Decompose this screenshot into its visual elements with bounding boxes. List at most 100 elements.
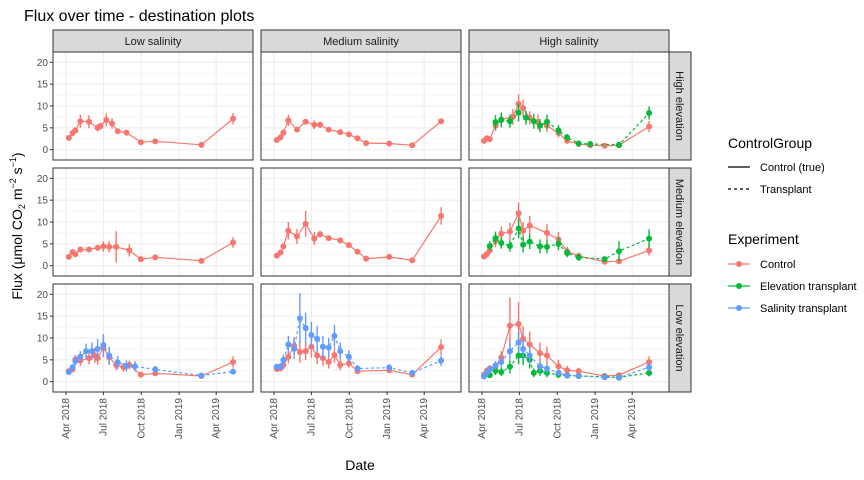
data-point bbox=[293, 126, 300, 133]
y-tick-label: 10 bbox=[37, 102, 49, 113]
y-tick-label: 15 bbox=[37, 80, 49, 91]
legend-title-experiment: Experiment bbox=[728, 231, 799, 247]
data-point bbox=[616, 374, 623, 381]
facet-col-label: High salinity bbox=[539, 36, 599, 48]
legend-key-point bbox=[736, 261, 742, 267]
panel-data bbox=[65, 231, 237, 264]
data-point bbox=[492, 235, 499, 242]
x-tick-label: Apr 2019 bbox=[627, 398, 638, 439]
data-point bbox=[137, 256, 144, 263]
legend-key-point bbox=[736, 305, 742, 311]
data-point bbox=[325, 344, 332, 351]
y-tick-label: 5 bbox=[42, 239, 48, 250]
y-tick-label: 0 bbox=[42, 261, 48, 272]
y-tick-label: 10 bbox=[37, 334, 49, 345]
data-point bbox=[386, 364, 393, 371]
data-point bbox=[616, 248, 623, 255]
data-point bbox=[543, 229, 550, 236]
x-tick-label: Oct 2018 bbox=[344, 398, 355, 439]
data-point bbox=[109, 120, 116, 127]
data-point bbox=[314, 335, 321, 342]
data-point bbox=[137, 139, 144, 146]
data-point bbox=[515, 225, 522, 232]
legend-color-items: Control Elevation transplant Salinity tran… bbox=[728, 259, 857, 315]
data-point bbox=[331, 352, 338, 359]
data-point bbox=[530, 118, 537, 125]
data-point bbox=[409, 257, 416, 264]
data-point bbox=[575, 254, 582, 261]
data-point bbox=[100, 243, 107, 250]
x-tick-label: Apr 2018 bbox=[269, 398, 280, 439]
data-point bbox=[409, 142, 416, 149]
data-point bbox=[386, 253, 393, 260]
data-point bbox=[543, 365, 550, 372]
data-point bbox=[354, 248, 361, 255]
data-point bbox=[198, 141, 205, 148]
x-tick-label: Apr 2018 bbox=[477, 398, 488, 439]
data-point bbox=[277, 134, 284, 141]
data-point bbox=[277, 249, 284, 256]
legend-label-control-true: Control (true) bbox=[760, 162, 825, 174]
panel-border bbox=[468, 167, 670, 277]
data-point bbox=[564, 249, 571, 256]
data-point bbox=[601, 374, 608, 381]
data-point bbox=[526, 352, 533, 359]
data-point bbox=[492, 367, 499, 374]
data-point bbox=[646, 359, 653, 365]
data-point bbox=[536, 122, 543, 129]
data-point bbox=[280, 356, 287, 363]
x-tick-label: Oct 2018 bbox=[136, 398, 147, 439]
panel-border bbox=[260, 283, 462, 393]
data-point bbox=[198, 372, 205, 379]
data-point bbox=[311, 235, 318, 242]
data-point bbox=[345, 131, 352, 138]
data-point bbox=[302, 220, 309, 227]
data-point bbox=[506, 118, 513, 125]
data-point bbox=[85, 118, 92, 125]
data-point bbox=[520, 345, 527, 352]
data-point bbox=[317, 231, 324, 238]
data-point bbox=[526, 238, 533, 245]
data-point bbox=[83, 348, 90, 355]
x-axis-title: Date bbox=[345, 457, 375, 473]
data-point bbox=[498, 116, 505, 123]
data-point bbox=[498, 239, 505, 246]
panel-data bbox=[65, 334, 237, 379]
legend-color-label: Control bbox=[760, 259, 795, 271]
y-axis-title-sup1: −2 bbox=[8, 178, 18, 188]
y-tick-label: 15 bbox=[37, 196, 49, 207]
data-point bbox=[94, 345, 101, 352]
data-point bbox=[72, 251, 79, 258]
y-tick-label: 0 bbox=[42, 145, 48, 156]
data-point bbox=[296, 348, 303, 355]
data-point bbox=[616, 141, 623, 148]
facet-row-label: High elevation bbox=[673, 71, 685, 141]
data-point bbox=[520, 227, 527, 234]
x-tick-label: Apr 2019 bbox=[419, 398, 430, 439]
x-tick-label: Jul 2018 bbox=[306, 398, 317, 436]
data-point bbox=[123, 129, 130, 136]
data-point bbox=[486, 136, 493, 143]
x-tick-label: Jan 2019 bbox=[174, 398, 185, 440]
data-point bbox=[506, 228, 513, 235]
data-point bbox=[85, 246, 92, 253]
data-point bbox=[564, 367, 571, 374]
y-tick-label: 0 bbox=[42, 377, 48, 388]
data-point bbox=[492, 362, 499, 369]
panel-data bbox=[480, 297, 653, 381]
panel-data bbox=[480, 202, 653, 265]
data-point bbox=[337, 362, 344, 369]
data-point bbox=[601, 142, 608, 149]
panel-data bbox=[65, 112, 237, 148]
data-point bbox=[114, 128, 121, 135]
data-point bbox=[152, 366, 159, 373]
data-point bbox=[515, 352, 522, 359]
data-point bbox=[498, 369, 505, 376]
data-point bbox=[337, 348, 344, 355]
y-tick-label: 20 bbox=[37, 174, 49, 185]
data-point bbox=[438, 212, 445, 219]
y-axis-title-sub: 2 bbox=[17, 204, 27, 209]
data-point bbox=[319, 343, 326, 350]
data-point bbox=[230, 368, 237, 375]
data-point bbox=[646, 109, 653, 116]
